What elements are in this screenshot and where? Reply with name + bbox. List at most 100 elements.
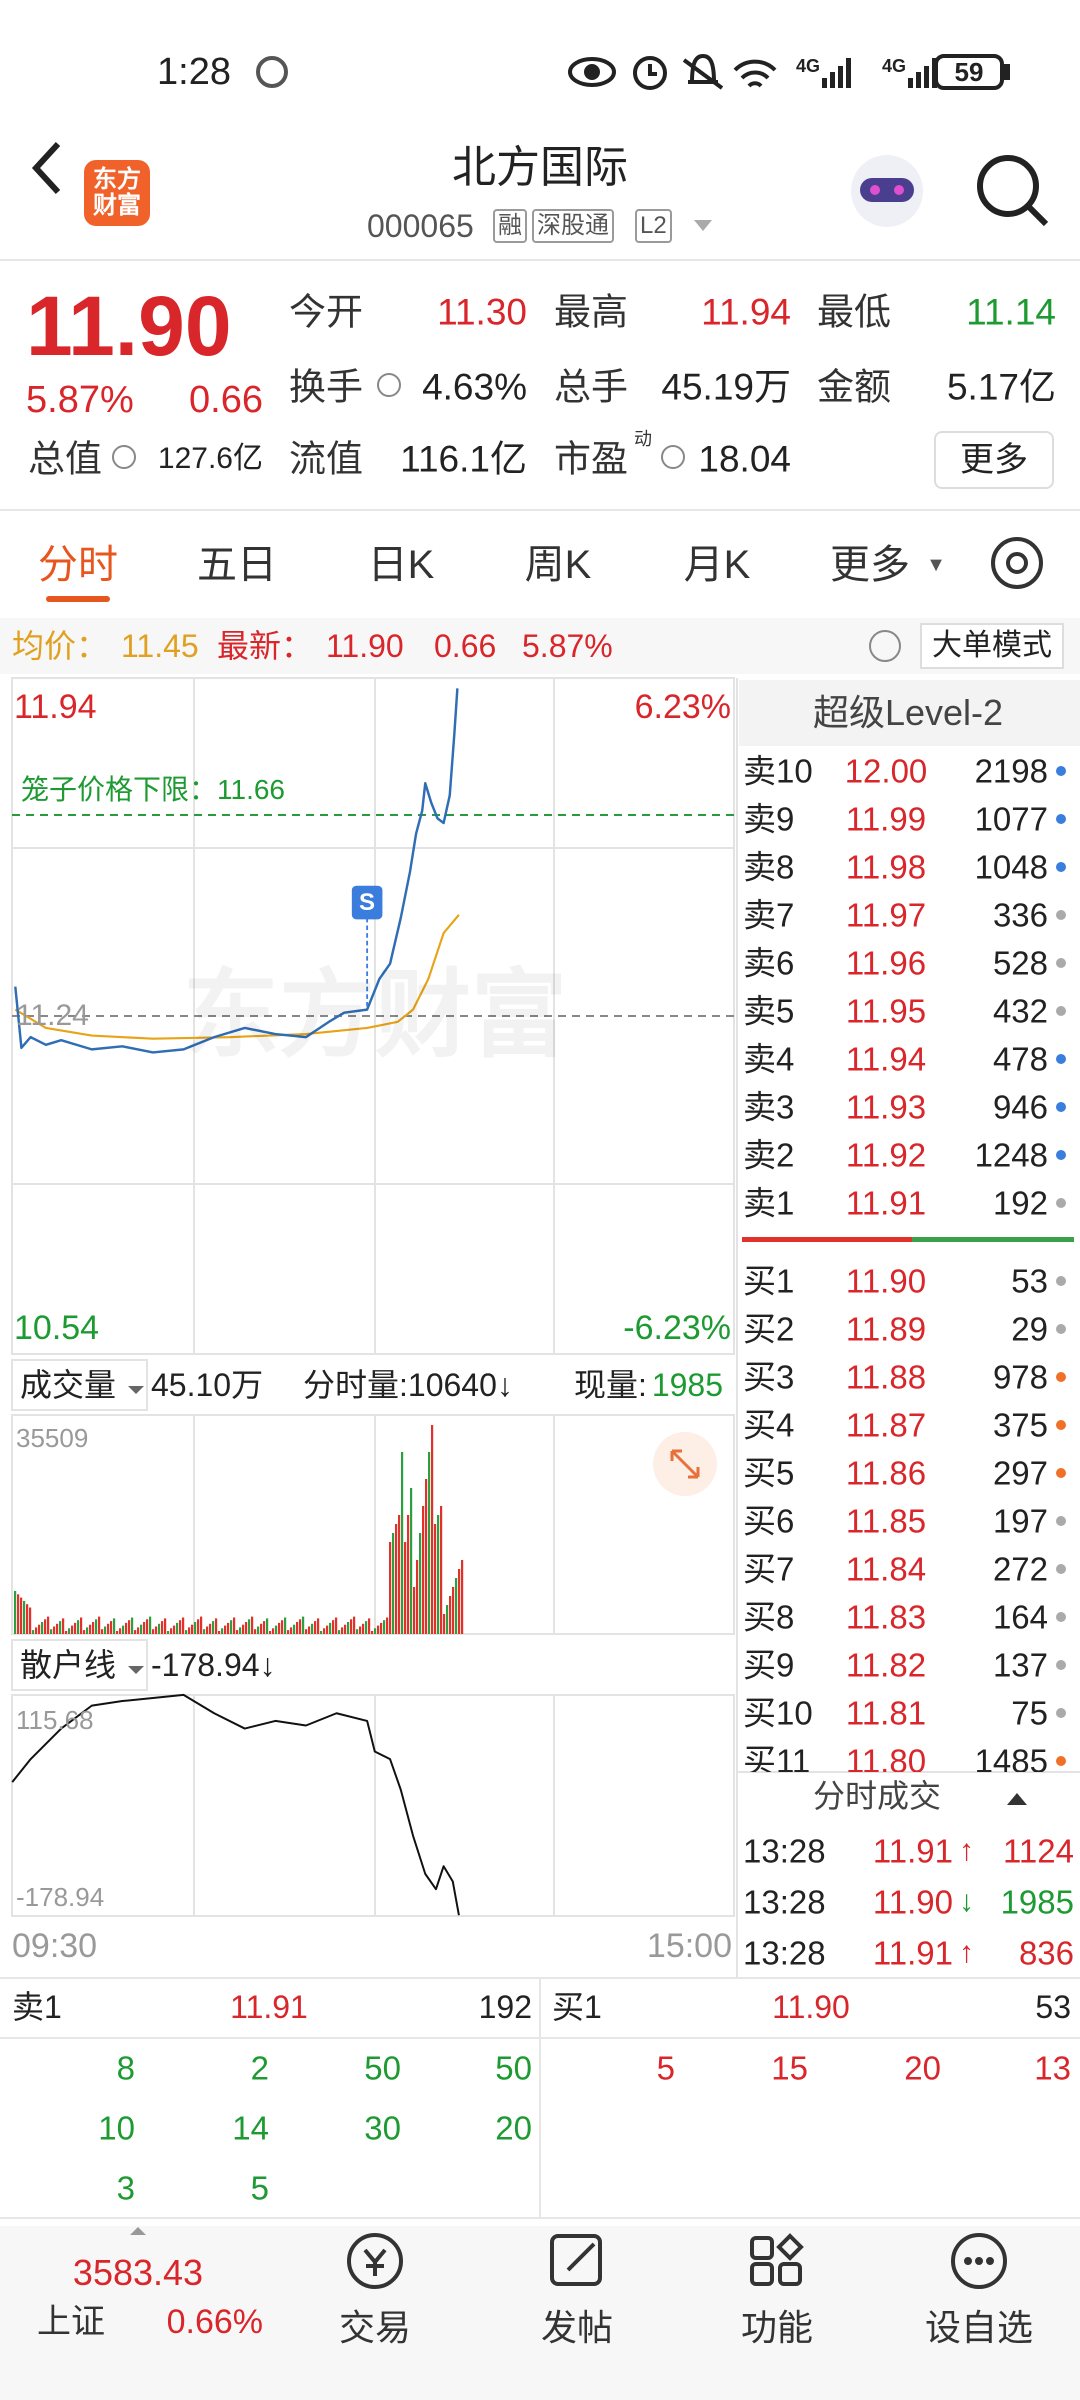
logo-text: 财富 [93,192,141,219]
volume-bar [23,1600,26,1634]
expand-icon[interactable] [653,1432,717,1496]
volume-bar [347,1622,350,1634]
settings-icon[interactable] [991,537,1043,589]
stat-label: 总值 [28,438,102,480]
volume-bar [449,1596,452,1634]
volume-bar [47,1616,50,1634]
bid-strength [912,1237,1074,1242]
book-volume: 1485 [974,1742,1048,1773]
volume-bar [14,1591,17,1634]
signal-box[interactable] [351,885,383,920]
book-volume: 1248 [974,1136,1048,1174]
nav-item[interactable]: 发帖 [540,2307,614,2348]
signal-label[interactable]: S [358,889,376,916]
book-dot [1056,958,1066,968]
book-label: 卖7 [743,896,795,934]
volume-bar [149,1616,152,1634]
queue-price: 11.90 [772,1989,850,2025]
book-price: 11.97 [845,896,927,934]
tab[interactable]: 日K [367,543,435,587]
volume-bar [452,1587,455,1634]
expand-icon[interactable] [130,2227,146,2235]
volume-bar [356,1629,359,1634]
trade-time: 13:28 [743,1832,826,1870]
volume-bar [341,1627,344,1634]
volume-bar [38,1624,41,1634]
queue-label: 卖1 [12,1989,62,2025]
axis-min-pct: -6.23% [623,1309,731,1347]
volume-bar [200,1616,203,1634]
book-label: 卖3 [743,1088,795,1126]
book-label: 买5 [743,1454,795,1492]
more-button[interactable]: 更多 [934,431,1054,489]
tab[interactable]: 月K [683,543,751,587]
stat-label: 换手 [289,366,363,408]
volume-bar [338,1630,341,1634]
signal-bars [822,58,937,88]
book-volume: 375 [992,1406,1048,1444]
time-end: 15:00 [646,1927,732,1965]
tab[interactable]: 分时 [38,543,118,587]
nav-item[interactable]: 功能 [740,2307,814,2348]
search-icon[interactable] [977,155,1049,227]
selector-box[interactable] [11,1359,148,1411]
index-value[interactable]: 3583.43 [72,2252,204,2293]
bottom-nav [0,2226,1080,2400]
change: 0.66 [189,379,263,421]
book-price: 11.90 [845,1262,927,1300]
status-icons [568,53,1010,90]
avg-label: 均价： [12,628,109,664]
avatar[interactable] [851,155,923,227]
selector-box[interactable] [11,1639,148,1691]
book-price: 11.87 [845,1406,927,1444]
book-price: 11.89 [845,1310,927,1348]
volume-bar [62,1618,65,1634]
volume-bar [419,1533,422,1634]
help-icon[interactable] [869,630,901,662]
book-label: 买8 [743,1598,795,1636]
mode-button[interactable]: 大单模式 [920,623,1064,669]
book-dot [1056,1468,1066,1478]
volume-bar [395,1524,398,1634]
dropdown-icon[interactable] [128,1666,144,1674]
volume-bar [290,1627,293,1634]
volume-bar [407,1515,410,1634]
tab[interactable]: 五日 [197,543,277,587]
book-volume: 1077 [974,800,1048,838]
nav-item[interactable]: 设自选 [924,2307,1034,2348]
stat-value: 127.6亿 [157,442,263,475]
volume-bar [209,1623,212,1634]
volume-bar [332,1620,335,1634]
tab[interactable]: 更多 [830,543,910,587]
volume-bar [314,1621,317,1634]
volume-bar [131,1617,134,1634]
book-volume: 478 [992,1040,1048,1078]
collapse-icon[interactable] [1007,1793,1027,1805]
book-price: 11.80 [845,1742,927,1773]
volume-bar [281,1620,284,1634]
queue-order: 20 [904,2049,941,2087]
volume-bar [53,1626,56,1634]
book-label: 买3 [743,1358,795,1396]
volume-bar [35,1627,38,1634]
nav-item[interactable]: 交易 [338,2307,412,2348]
volume-bar [413,1587,416,1634]
dropdown-icon[interactable]: ▼ [926,554,946,576]
volume-bar [32,1630,35,1634]
book-label: 买11 [743,1742,811,1773]
queue-order: 3 [116,2169,135,2207]
queue-volume: 53 [1035,1989,1071,2025]
dropdown-icon[interactable] [694,220,712,231]
volume-label[interactable]: 成交量 [20,1367,117,1403]
book-price: 11.99 [845,800,927,838]
stat-value: 11.30 [437,291,527,333]
volume-bar [140,1624,143,1634]
book-label: 买4 [743,1406,795,1444]
tab[interactable]: 周K [524,543,592,587]
trade-direction: ↑ [959,1936,974,1969]
dropdown-icon[interactable] [128,1386,144,1394]
latest-label: 最新： [217,628,314,664]
retail-label[interactable]: 散户线 [20,1647,117,1683]
volume-bar [44,1619,47,1634]
back-icon[interactable] [31,141,61,195]
